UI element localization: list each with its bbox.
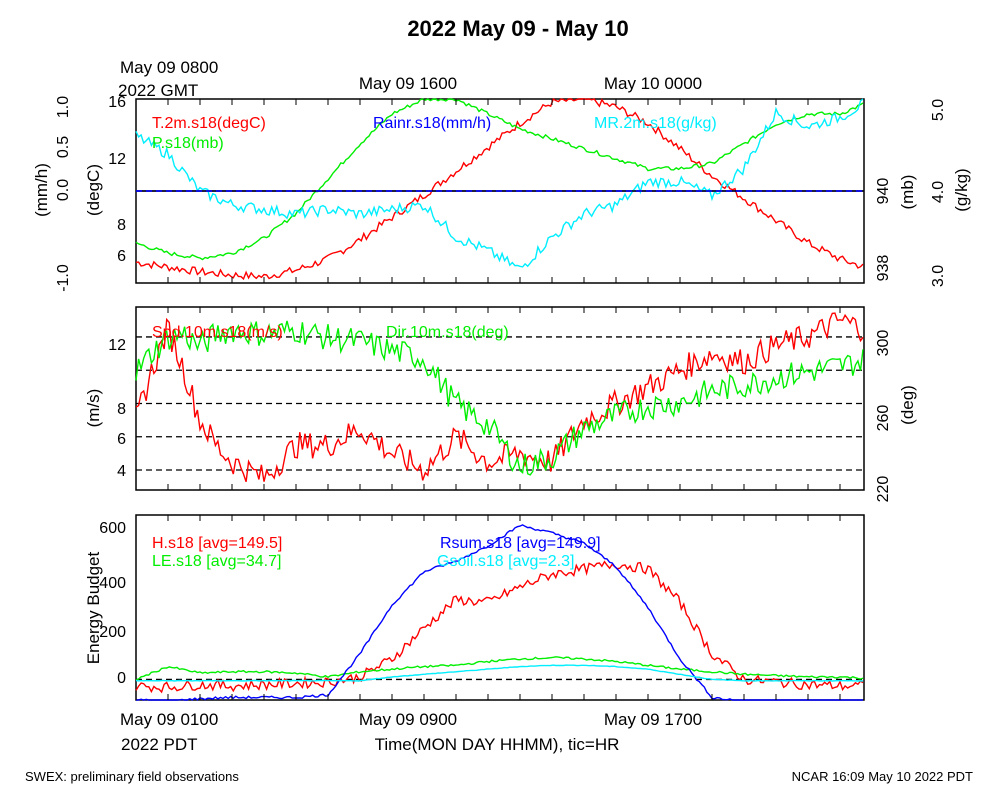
spd-axis-label: (m/s) xyxy=(84,389,103,428)
pres-tick-938: 938 xyxy=(875,255,892,282)
eb-tick-0: 0 xyxy=(117,670,126,687)
pres-axis-label: (mb) xyxy=(898,175,917,210)
dir-tick-300: 300 xyxy=(875,330,892,357)
temp-tick-6: 6 xyxy=(117,248,126,265)
temp-tick-12: 12 xyxy=(108,151,126,168)
legend-mr: MR.2m.s18(g/kg) xyxy=(594,115,717,132)
legend-le: LE.s18 [avg=34.7] xyxy=(152,553,281,570)
spd-tick-8: 8 xyxy=(117,401,126,418)
spd-tick-12: 12 xyxy=(108,337,126,354)
bottom-time-label-1: May 09 0900 xyxy=(359,710,457,729)
legend-spd: Spd.10m.s18(m/s) xyxy=(152,324,283,341)
dir-axis-label: (deg) xyxy=(898,385,917,425)
top-series-0 xyxy=(135,97,864,281)
dir-tick-220: 220 xyxy=(875,476,892,503)
top-time-label-0-sub: 2022 GMT xyxy=(118,81,198,100)
legend-h: H.s18 [avg=149.5] xyxy=(152,535,282,552)
rain-tick-1: 1.0 xyxy=(55,96,72,118)
mr-tick-3: 3.0 xyxy=(930,265,947,287)
top-time-label-1: May 09 1600 xyxy=(359,74,457,93)
mr-tick-4: 4.0 xyxy=(930,181,947,203)
x-axis-label: Time(MON DAY HHMM), tic=HR xyxy=(375,735,620,754)
temp-tick-16: 16 xyxy=(108,94,126,111)
footer-right: NCAR 16:09 May 10 2022 PDT xyxy=(792,769,973,784)
mr-tick-5: 5.0 xyxy=(930,99,947,121)
bottom-series-2 xyxy=(135,524,863,701)
bottom-panel-frame xyxy=(135,514,865,701)
top-time-label-0: May 09 0800 xyxy=(120,58,218,77)
ticks-layer xyxy=(135,99,841,700)
temp-axis-label: (degC) xyxy=(84,164,103,216)
legend-dir: Dir.10m.s18(deg) xyxy=(386,324,509,341)
pres-tick-940: 940 xyxy=(875,178,892,205)
legend-rain: Rainr.s18(mm/h) xyxy=(373,115,491,132)
top-time-label-2: May 10 0000 xyxy=(604,74,702,93)
eb-tick-400: 400 xyxy=(99,575,126,592)
top-series-3 xyxy=(135,98,864,268)
middle-series-0 xyxy=(135,312,864,483)
footer-left: SWEX: preliminary field observations xyxy=(25,769,239,784)
legend-temp: T.2m.s18(degC) xyxy=(152,115,266,132)
eb-tick-200: 200 xyxy=(99,624,126,641)
top-series-1 xyxy=(135,98,864,261)
rain-axis-label: (mm/h) xyxy=(32,163,51,217)
bottom-series-3 xyxy=(135,664,863,682)
bottom-time-label-0-sub: 2022 PDT xyxy=(121,735,198,754)
series-layer xyxy=(135,97,864,701)
legend-rsum: Rsum.s18 [avg=149.9] xyxy=(440,535,601,552)
rain-tick-0: 0.0 xyxy=(55,179,72,201)
spd-tick-6: 6 xyxy=(117,431,126,448)
legend-pres: P.s18(mb) xyxy=(152,135,224,152)
spd-tick-4: 4 xyxy=(117,463,126,480)
middle-series-1 xyxy=(135,320,864,476)
eb-tick-600: 600 xyxy=(99,520,126,537)
eb-axis-label: Energy Budget xyxy=(84,551,103,664)
bottom-time-label-0: May 09 0100 xyxy=(120,710,218,729)
temp-tick-8: 8 xyxy=(117,217,126,234)
dir-tick-260: 260 xyxy=(875,405,892,432)
mr-axis-label: (g/kg) xyxy=(952,168,971,211)
chart-title: 2022 May 09 - May 10 xyxy=(407,16,628,41)
bottom-series-0 xyxy=(135,560,864,694)
rain-tick-m1: -1.0 xyxy=(55,264,72,292)
bottom-series-1 xyxy=(135,656,864,681)
middle-panel-frame xyxy=(135,306,865,491)
legend-gsoil: Gsoil.s18 [avg=2.3] xyxy=(437,553,574,570)
rain-tick-05: 0.5 xyxy=(55,136,72,158)
bottom-time-label-2: May 09 1700 xyxy=(604,710,702,729)
